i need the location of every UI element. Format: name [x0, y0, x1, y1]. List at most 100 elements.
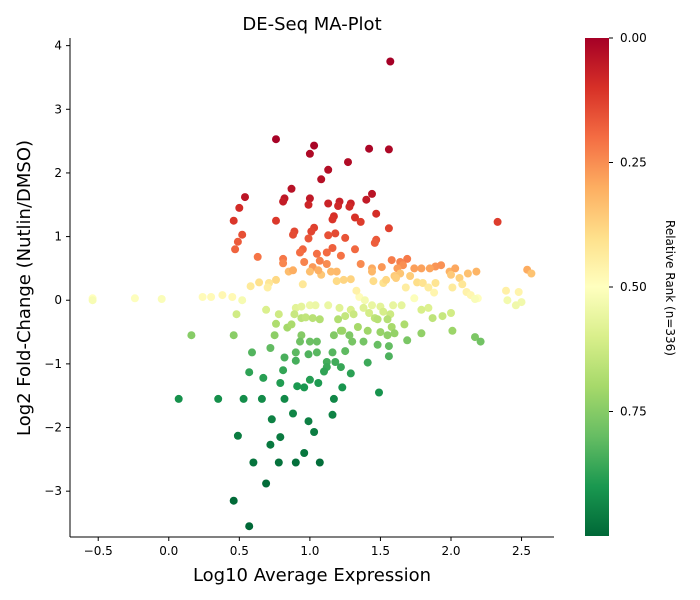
- data-point: [334, 202, 343, 210]
- data-point: [418, 279, 427, 287]
- data-point: [363, 358, 372, 367]
- data-point: [403, 254, 412, 263]
- data-point: [297, 331, 306, 340]
- data-point: [289, 409, 297, 418]
- data-point: [248, 348, 256, 357]
- data-point: [527, 269, 536, 278]
- data-point: [335, 303, 344, 312]
- data-point: [336, 326, 345, 335]
- y-axis-title: Log2 Fold-Change (Nutlin/DMSO): [14, 140, 35, 436]
- data-point: [356, 260, 365, 268]
- data-point: [322, 248, 331, 257]
- data-point: [263, 283, 272, 292]
- data-point: [424, 303, 433, 312]
- colorbar-title: Relative Rank (n=336): [663, 220, 677, 356]
- data-point: [301, 313, 310, 322]
- data-point: [438, 312, 447, 321]
- data-point: [502, 286, 510, 295]
- data-point: [304, 350, 313, 359]
- data-point: [157, 295, 166, 303]
- data-point: [406, 272, 415, 280]
- data-point: [290, 310, 299, 319]
- data-point: [377, 263, 386, 272]
- data-point: [266, 344, 275, 352]
- data-point: [287, 184, 296, 193]
- colorbar: [585, 38, 609, 536]
- data-point: [307, 227, 316, 236]
- data-point: [289, 230, 297, 239]
- data-point: [239, 394, 248, 403]
- data-point: [279, 259, 288, 268]
- data-point: [447, 270, 455, 279]
- data-point: [346, 275, 355, 284]
- x-tick-label: 2.0: [441, 544, 460, 558]
- x-tick-label: 2.5: [512, 544, 531, 558]
- x-tick-label: 0.0: [159, 544, 178, 558]
- data-point: [332, 267, 341, 276]
- data-point: [229, 496, 238, 505]
- data-point: [257, 394, 266, 403]
- data-point: [280, 353, 289, 362]
- data-point: [375, 388, 383, 397]
- data-point: [336, 363, 345, 372]
- data-point: [384, 342, 393, 351]
- data-point: [272, 216, 280, 225]
- y-tick-label: −1: [44, 357, 62, 371]
- data-point: [359, 303, 368, 312]
- data-point: [328, 244, 337, 252]
- data-point: [312, 249, 321, 258]
- x-axis-ticks: −0.5 0.0 0.5 1.0 1.5 2.0 2.5: [84, 537, 531, 558]
- data-point: [305, 267, 314, 276]
- data-point: [373, 315, 382, 324]
- data-point: [360, 296, 369, 305]
- data-point: [314, 266, 323, 275]
- data-point: [304, 234, 313, 243]
- data-point: [431, 279, 440, 287]
- data-point: [345, 202, 354, 211]
- data-point: [424, 283, 433, 292]
- data-point: [291, 356, 300, 365]
- data-point: [218, 291, 227, 300]
- data-point: [229, 331, 238, 340]
- data-point: [310, 428, 319, 436]
- data-point: [228, 293, 237, 301]
- data-point: [341, 312, 350, 321]
- data-point: [296, 248, 304, 257]
- data-point: [400, 320, 409, 329]
- data-point: [447, 309, 455, 317]
- data-point: [207, 293, 216, 301]
- y-tick-label: 0: [54, 293, 62, 307]
- data-point: [331, 229, 340, 238]
- data-point: [324, 231, 333, 240]
- data-point: [279, 197, 288, 206]
- data-point: [272, 319, 280, 328]
- data-point: [384, 224, 393, 233]
- data-point: [174, 394, 183, 403]
- data-point: [130, 294, 139, 303]
- data-point: [249, 458, 258, 467]
- data-point: [232, 310, 241, 319]
- data-point: [187, 331, 196, 340]
- data-point: [410, 264, 419, 273]
- colorbar-ticks: 0.00 0.25 0.50 0.75: [609, 31, 647, 419]
- data-point: [372, 209, 381, 218]
- y-tick-label: 4: [54, 39, 62, 53]
- data-point: [351, 213, 359, 222]
- data-point: [514, 288, 523, 296]
- colorbar-tick-label: 0.25: [620, 156, 647, 170]
- data-point: [368, 189, 376, 198]
- data-point: [304, 417, 313, 426]
- data-point: [379, 307, 388, 316]
- data-point: [235, 203, 244, 212]
- x-axis-title: Log10 Average Expression: [193, 565, 431, 586]
- data-point: [324, 199, 333, 208]
- data-point: [233, 431, 242, 440]
- colorbar-tick-label: 0.50: [620, 280, 647, 294]
- data-point: [317, 175, 326, 184]
- data-point: [241, 193, 249, 202]
- data-point: [214, 394, 223, 403]
- data-point: [246, 282, 255, 291]
- data-point: [327, 267, 335, 276]
- data-point: [341, 347, 350, 356]
- data-point: [324, 301, 333, 310]
